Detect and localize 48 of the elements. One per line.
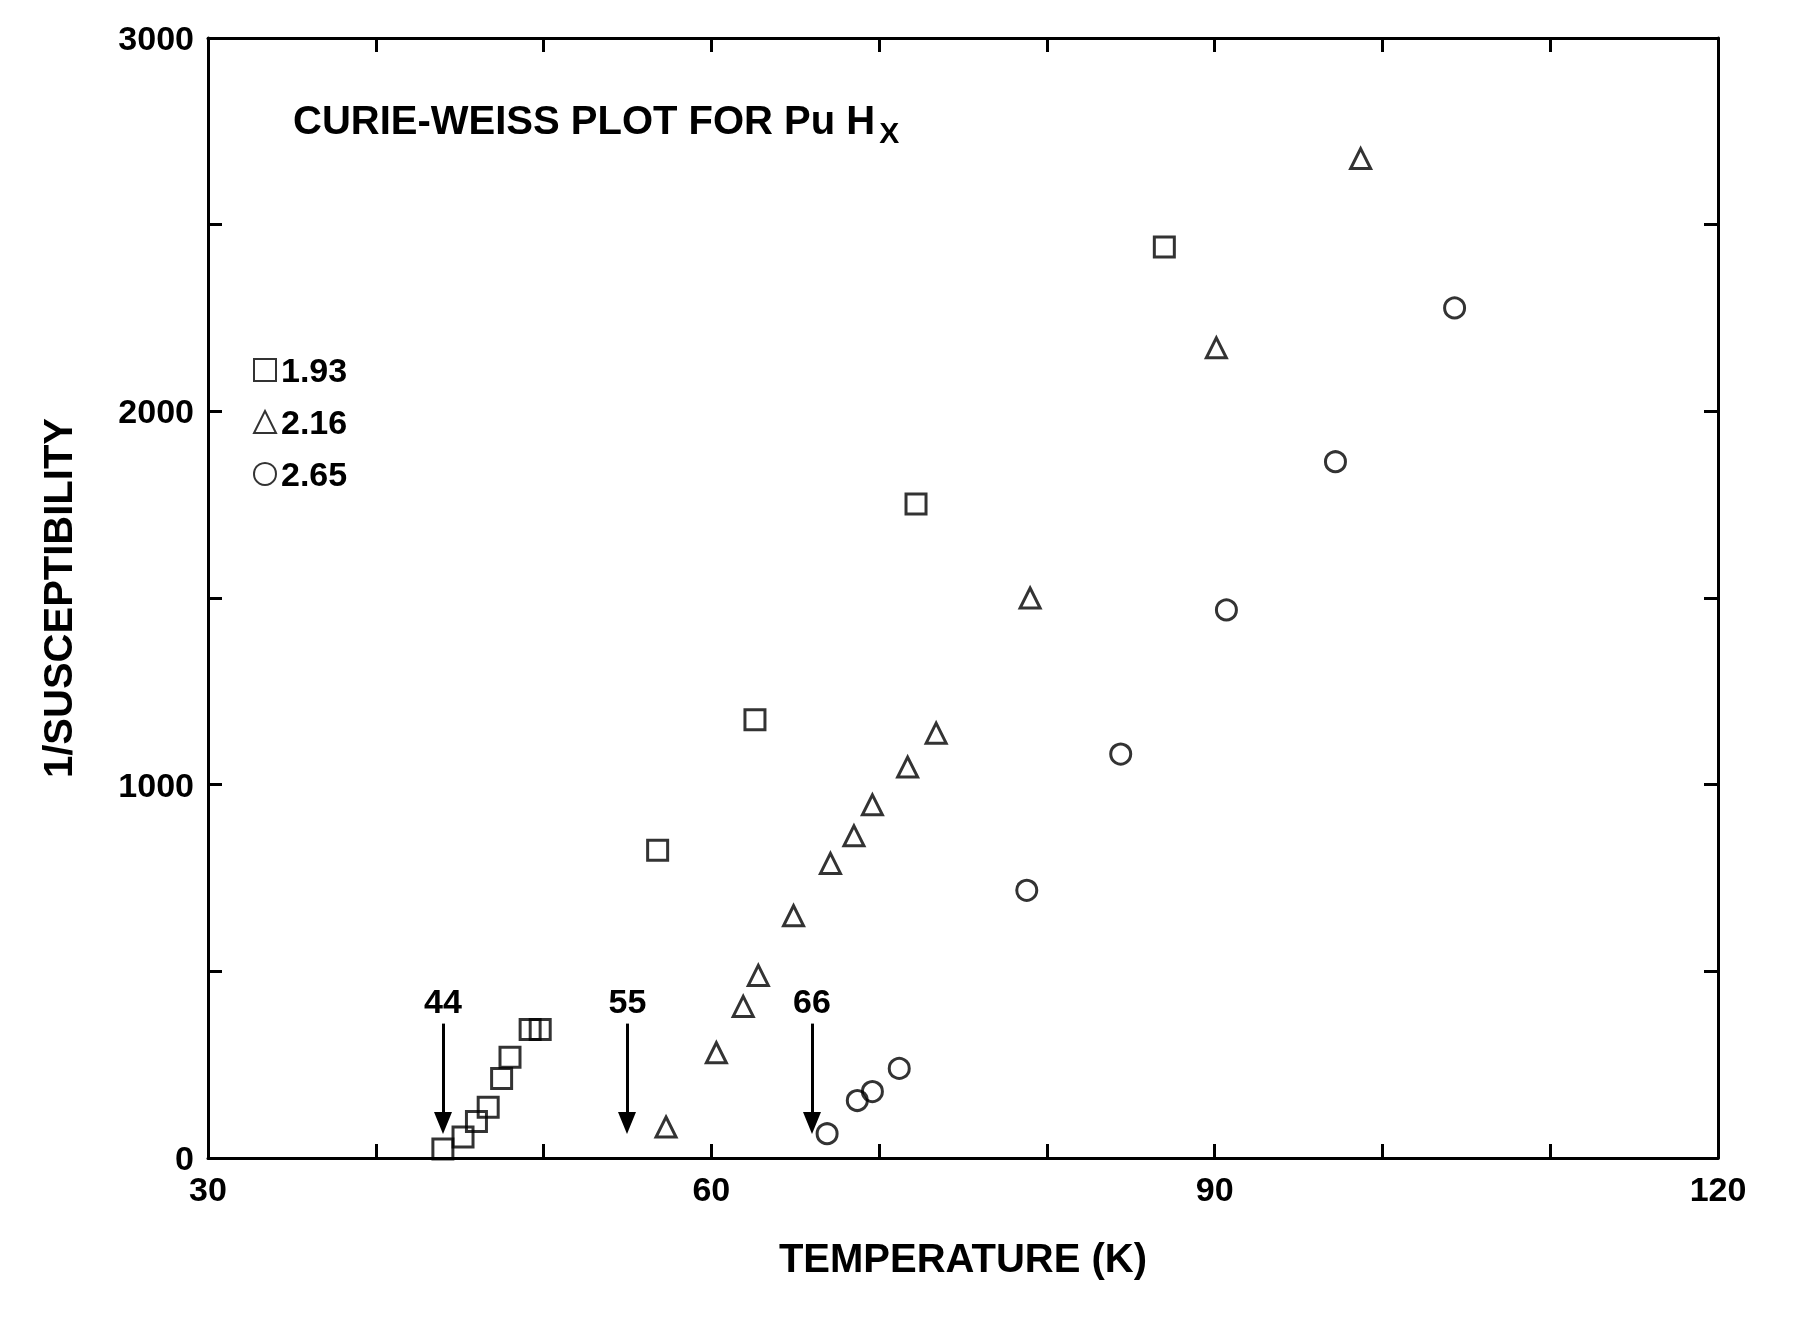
ref-line-label: 55: [608, 981, 647, 1020]
point: [431, 1137, 455, 1161]
point: [845, 1089, 869, 1112]
point: [1443, 296, 1467, 320]
legend-label: 2.65: [281, 455, 348, 493]
point: [1349, 147, 1373, 171]
point: [1323, 450, 1347, 474]
y-axis-title: 1/SUSCEPTIBILITY: [36, 417, 80, 779]
point: [490, 1066, 514, 1090]
point: [1015, 878, 1039, 902]
y-tick-label: 2000: [118, 392, 194, 431]
point: [464, 1109, 488, 1133]
point: [1152, 235, 1176, 259]
point: [731, 994, 755, 1018]
point: [904, 492, 928, 516]
point: [646, 838, 670, 862]
point: [451, 1125, 475, 1149]
point: [518, 1018, 542, 1042]
point: [860, 793, 884, 817]
point: [887, 1056, 911, 1080]
x-tick-label: 60: [692, 1170, 731, 1208]
point: [818, 851, 842, 875]
point: [746, 963, 770, 987]
point: [704, 1041, 728, 1065]
x-axis-title: TEMPERATURE (K): [778, 1236, 1148, 1280]
point: [895, 753, 920, 779]
point: [1018, 586, 1042, 610]
ref-line-label: 44: [423, 981, 462, 1020]
point: [743, 708, 767, 732]
point: [815, 1122, 839, 1146]
point: [923, 719, 949, 745]
point: [1109, 742, 1133, 766]
ref-line-label: 66: [793, 981, 831, 1020]
point: [653, 1113, 679, 1139]
point: [528, 1018, 552, 1042]
point: [1214, 598, 1238, 622]
legend-label: 2.16: [281, 403, 348, 441]
y-tick-label: 3000: [118, 19, 194, 57]
y-tick-label: 1000: [118, 765, 194, 804]
point: [498, 1045, 522, 1069]
point: [1204, 336, 1228, 360]
legend-label: 1.93: [281, 351, 348, 389]
point: [782, 904, 806, 928]
point: [476, 1095, 500, 1119]
x-tick-label: 120: [1689, 1170, 1747, 1208]
point: [842, 824, 866, 848]
x-tick-label: 90: [1195, 1170, 1234, 1208]
point: [860, 1080, 884, 1104]
